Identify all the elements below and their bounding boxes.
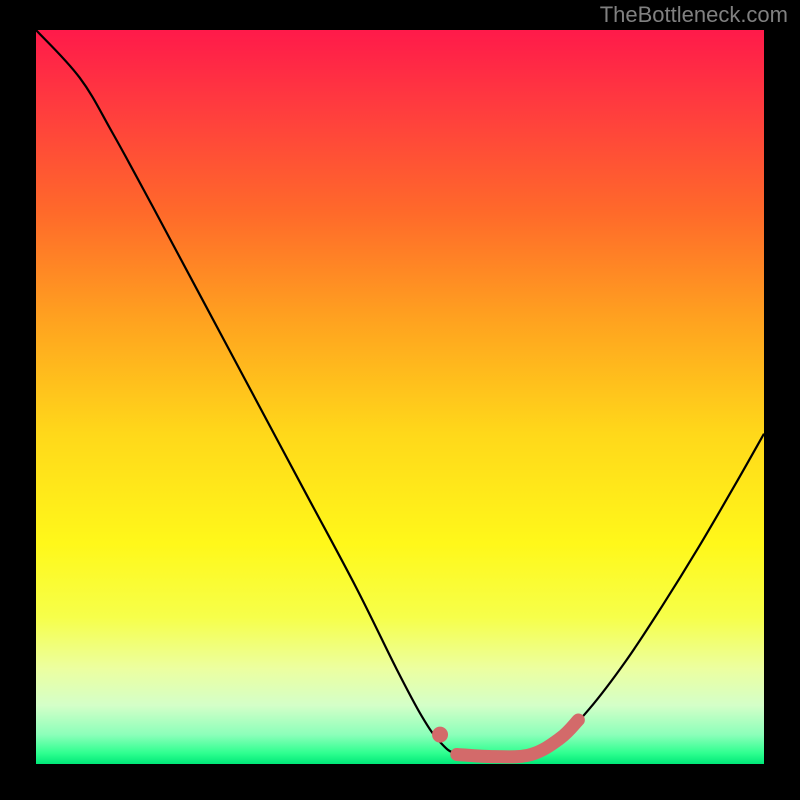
chart-curve-layer [36, 30, 764, 764]
optimal-point-dot [432, 727, 448, 743]
chart-plot-area [36, 30, 764, 764]
optimal-range-highlight [457, 720, 579, 757]
attribution-text: TheBottleneck.com [600, 2, 788, 28]
chart-wrapper: TheBottleneck.com [0, 0, 800, 800]
bottleneck-curve [36, 30, 764, 757]
